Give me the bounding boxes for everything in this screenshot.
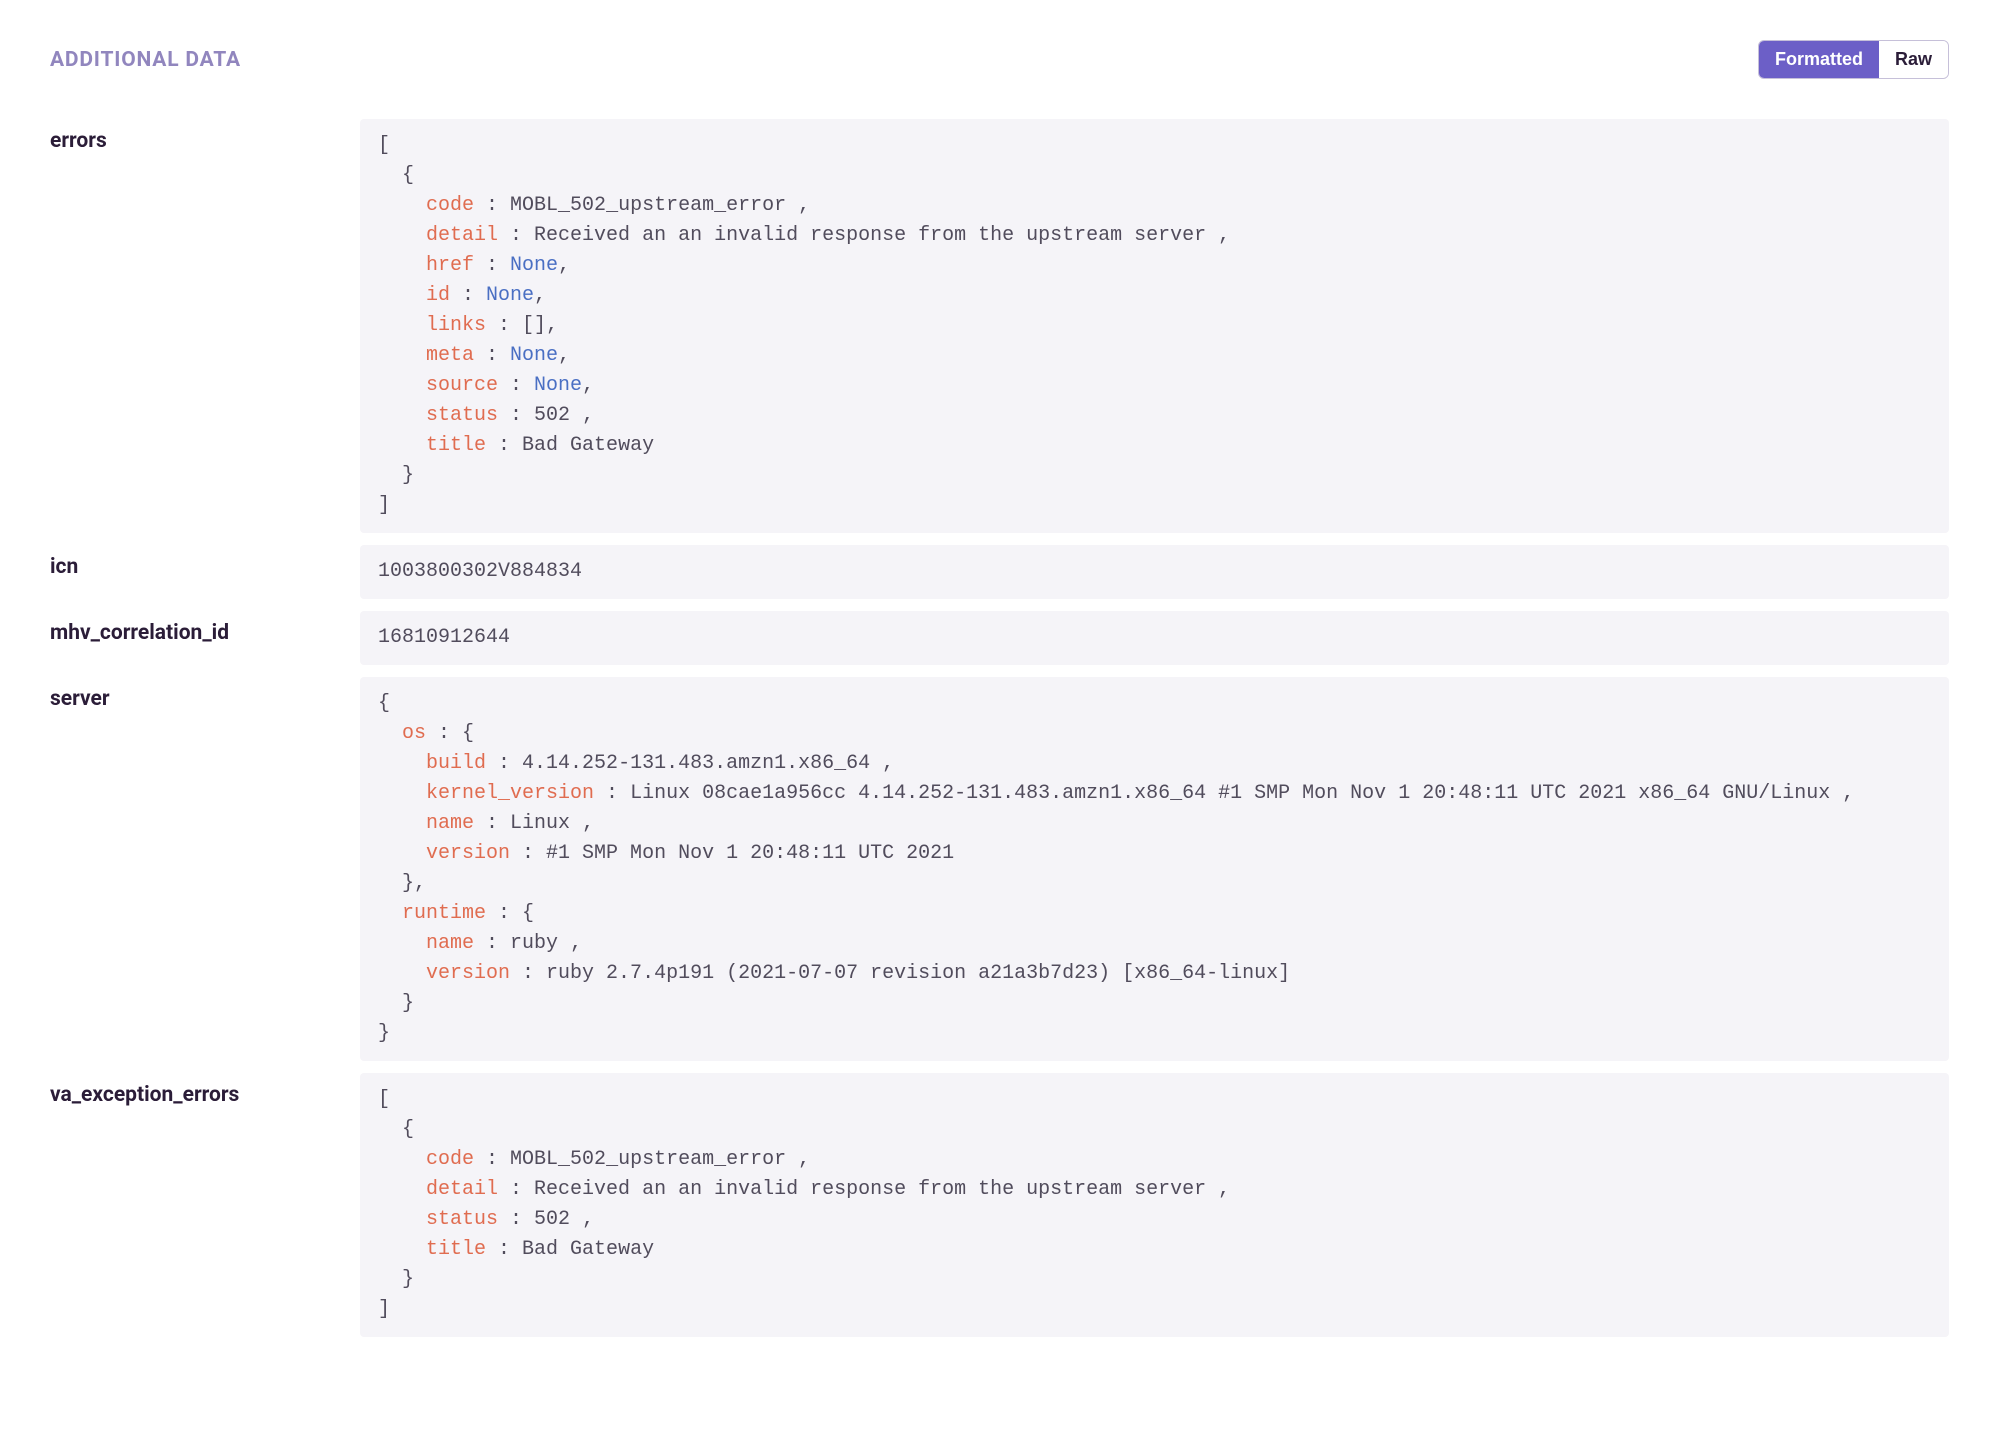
- formatted-button[interactable]: Formatted: [1759, 41, 1879, 78]
- row-icn: icn 1003800302V884834: [50, 545, 1949, 599]
- row-key: va_exception_errors: [50, 1073, 360, 1107]
- row-key: server: [50, 677, 360, 711]
- row-va-exception-errors: va_exception_errors [ { code : MOBL_502_…: [50, 1073, 1949, 1337]
- row-key: errors: [50, 119, 360, 153]
- row-mhv-correlation-id: mhv_correlation_id 16810912644: [50, 611, 1949, 665]
- row-value-mhv: 16810912644: [360, 611, 1949, 665]
- row-key: icn: [50, 545, 360, 579]
- row-value-errors: [ { code : MOBL_502_upstream_error , det…: [360, 119, 1949, 533]
- row-value-icn: 1003800302V884834: [360, 545, 1949, 599]
- raw-button[interactable]: Raw: [1879, 41, 1948, 78]
- row-value-server: { os : { build : 4.14.252-131.483.amzn1.…: [360, 677, 1949, 1061]
- row-errors: errors [ { code : MOBL_502_upstream_erro…: [50, 119, 1949, 533]
- row-server: server { os : { build : 4.14.252-131.483…: [50, 677, 1949, 1061]
- header-row: ADDITIONAL DATA Formatted Raw: [50, 40, 1949, 79]
- section-title: ADDITIONAL DATA: [50, 48, 241, 72]
- row-key: mhv_correlation_id: [50, 611, 360, 645]
- row-value-va-exception: [ { code : MOBL_502_upstream_error , det…: [360, 1073, 1949, 1337]
- view-toggle: Formatted Raw: [1758, 40, 1949, 79]
